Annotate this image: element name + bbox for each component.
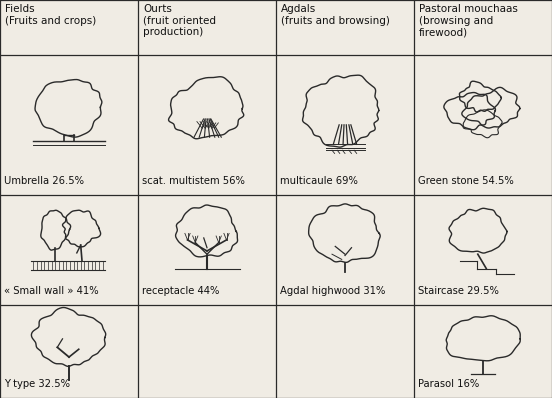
Text: « Small wall » 41%: « Small wall » 41%	[4, 286, 99, 296]
Text: Staircase 29.5%: Staircase 29.5%	[418, 286, 499, 296]
Text: Agdals
(fruits and browsing): Agdals (fruits and browsing)	[281, 4, 390, 25]
Text: Y type 32.5%: Y type 32.5%	[4, 379, 70, 389]
Text: Umbrella 26.5%: Umbrella 26.5%	[4, 176, 84, 186]
Text: Fields
(Fruits and crops): Fields (Fruits and crops)	[5, 4, 96, 25]
Text: receptacle 44%: receptacle 44%	[142, 286, 219, 296]
Text: Pastoral mouchaas
(browsing and
firewood): Pastoral mouchaas (browsing and firewood…	[419, 4, 518, 37]
Text: Ourts
(fruit oriented
production): Ourts (fruit oriented production)	[143, 4, 216, 37]
Text: Parasol 16%: Parasol 16%	[418, 379, 479, 389]
Text: Agdal highwood 31%: Agdal highwood 31%	[280, 286, 385, 296]
Text: multicaule 69%: multicaule 69%	[280, 176, 358, 186]
Text: Green stone 54.5%: Green stone 54.5%	[418, 176, 514, 186]
Text: scat. multistem 56%: scat. multistem 56%	[142, 176, 245, 186]
